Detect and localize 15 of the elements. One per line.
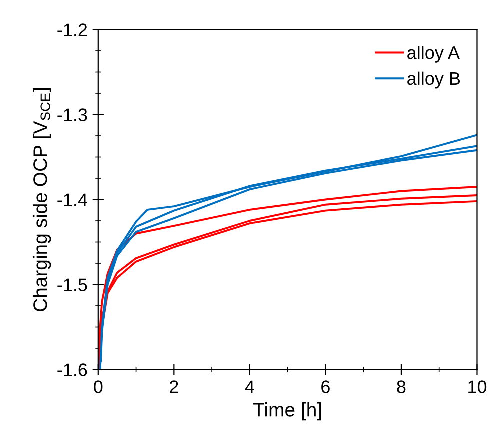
x-tick-label: 4 (245, 380, 254, 394)
x-tick-label: 6 (322, 380, 330, 394)
legend-label: alloy B (408, 72, 460, 89)
x-axis-title: Time [h] (254, 402, 322, 421)
y-axis-title: Charging side OCP [V$_{SCE}$] (33, 88, 52, 312)
legend-label: alloy A (408, 46, 460, 63)
y-tick-label: -1.2 (58, 24, 88, 36)
y-tick-label: -1.5 (58, 278, 88, 292)
x-tick-label: 8 (397, 380, 406, 394)
x-tick-label: 2 (170, 380, 178, 394)
y-tick-label: -1.6 (58, 364, 88, 376)
x-tick-label: 0 (94, 380, 103, 394)
x-tick-label: 10 (468, 380, 487, 394)
y-tick-label: -1.4 (58, 194, 88, 206)
y-tick-label: -1.3 (58, 108, 88, 122)
